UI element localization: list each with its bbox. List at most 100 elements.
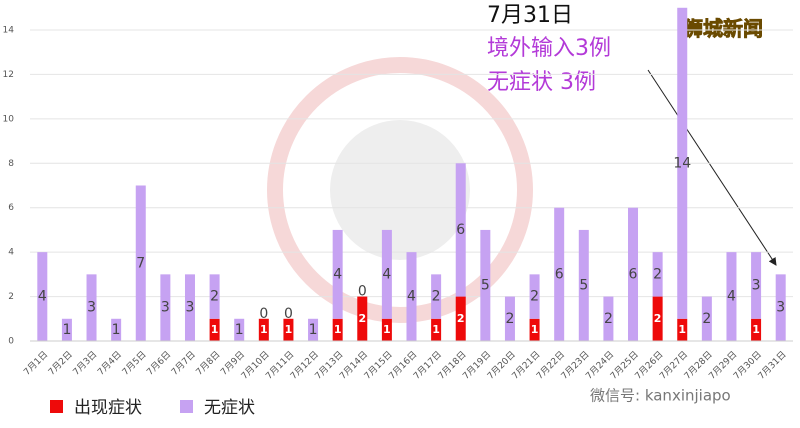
bar-segment [529, 274, 540, 319]
legend-swatch [180, 400, 193, 413]
y-tick-label: 8 [8, 159, 14, 169]
bar-segment [751, 318, 762, 341]
bar-segment [86, 274, 97, 341]
data-label: 3 [776, 300, 785, 316]
bar-segment [135, 185, 146, 341]
bar-segment [209, 274, 220, 319]
bar-segment [332, 318, 343, 341]
x-tick-label: 7月7日 [169, 349, 198, 378]
bar-segment [61, 318, 72, 341]
data-label: 1 [112, 322, 121, 338]
data-label: 3 [161, 300, 170, 316]
source: 狮城新闻 [683, 17, 763, 41]
x-tick-label: 7月6日 [145, 349, 174, 378]
data-label: 7 [136, 255, 145, 271]
bar-segment [160, 274, 171, 341]
y-tick-label: 4 [8, 248, 14, 258]
data-label: 1 [678, 323, 686, 336]
data-label: 5 [481, 277, 490, 293]
annotation-arrow [647, 69, 777, 266]
data-label: 1 [285, 323, 293, 336]
data-label: 4 [382, 266, 391, 282]
data-label: 14 [673, 155, 691, 171]
data-label: 6 [555, 266, 564, 282]
data-label: 0 [284, 306, 293, 322]
bar-segment [455, 296, 466, 341]
data-label: 1 [260, 323, 268, 336]
x-tick-label: 7月3日 [71, 349, 100, 378]
x-tick-label: 7月2日 [46, 349, 75, 378]
data-label: 6 [629, 266, 638, 282]
data-label: 2 [604, 311, 613, 327]
bar-segment [652, 296, 663, 341]
annotation: 境外输入3例 [487, 36, 611, 61]
bar-segment [234, 318, 245, 341]
x-tick-label: 7月5日 [120, 349, 149, 378]
bar-segment [431, 318, 442, 341]
bar-segment [381, 318, 392, 341]
bar-segment [283, 318, 294, 341]
bar-segment [480, 229, 491, 341]
x-tick-label: 7月4日 [95, 349, 124, 378]
bar-segment [406, 252, 417, 341]
data-label: 0 [358, 284, 367, 300]
bar-segment [554, 207, 565, 341]
bar-segment [603, 296, 614, 341]
y-tick-label: 12 [3, 70, 14, 80]
watermark-ring [267, 57, 533, 323]
bar-segment [308, 318, 319, 341]
bar-segment [332, 229, 343, 319]
data-label: 1 [62, 322, 71, 338]
bar-segment [357, 296, 368, 341]
data-label: 1 [432, 323, 440, 336]
y-tick-label: 6 [8, 203, 14, 213]
bar-segment [751, 252, 762, 319]
bar-segment [381, 229, 392, 319]
data-label: 2 [653, 266, 662, 282]
data-label: 1 [211, 323, 219, 336]
bar-segment [455, 163, 466, 297]
y-tick-label: 2 [8, 292, 14, 302]
watermark-disc [330, 120, 470, 260]
data-label: 1 [334, 323, 342, 336]
data-label: 4 [727, 289, 736, 305]
bar-segment [578, 229, 589, 341]
bar-segment [37, 252, 48, 341]
bar-segment [652, 252, 663, 297]
data-label: 0 [259, 306, 268, 322]
data-label: 2 [505, 311, 514, 327]
x-tick-label: 7月1日 [22, 349, 51, 378]
data-label: 3 [752, 277, 761, 293]
data-label: 2 [654, 312, 662, 325]
data-label: 2 [432, 289, 441, 305]
data-label: 1 [309, 322, 318, 338]
bar-segment [111, 318, 122, 341]
legend-label: 出现症状 [74, 398, 142, 418]
bar-segment [209, 318, 220, 341]
data-label: 5 [579, 277, 588, 293]
data-label: 1 [752, 323, 760, 336]
bar-segment [677, 318, 688, 341]
data-label: 2 [210, 289, 219, 305]
data-label: 3 [186, 300, 195, 316]
y-tick-label: 14 [3, 26, 15, 36]
bar-segment [258, 318, 269, 341]
bar-segment [431, 274, 442, 319]
data-label: 2 [358, 312, 366, 325]
data-label: 2 [702, 311, 711, 327]
data-label: 1 [383, 323, 391, 336]
y-tick-label: 10 [3, 114, 15, 124]
bar-segment [726, 252, 737, 341]
legend-swatch [50, 400, 63, 413]
data-label: 4 [407, 289, 416, 305]
bar-segment [184, 274, 195, 341]
y-tick-label: 0 [8, 337, 14, 347]
bar-segment [628, 207, 639, 341]
bar-segment [529, 318, 540, 341]
data-label: 2 [457, 312, 465, 325]
data-label: 6 [456, 222, 465, 238]
data-label: 4 [38, 289, 47, 305]
data-label: 4 [333, 266, 342, 282]
x-tick-label: 7月8日 [194, 349, 223, 378]
